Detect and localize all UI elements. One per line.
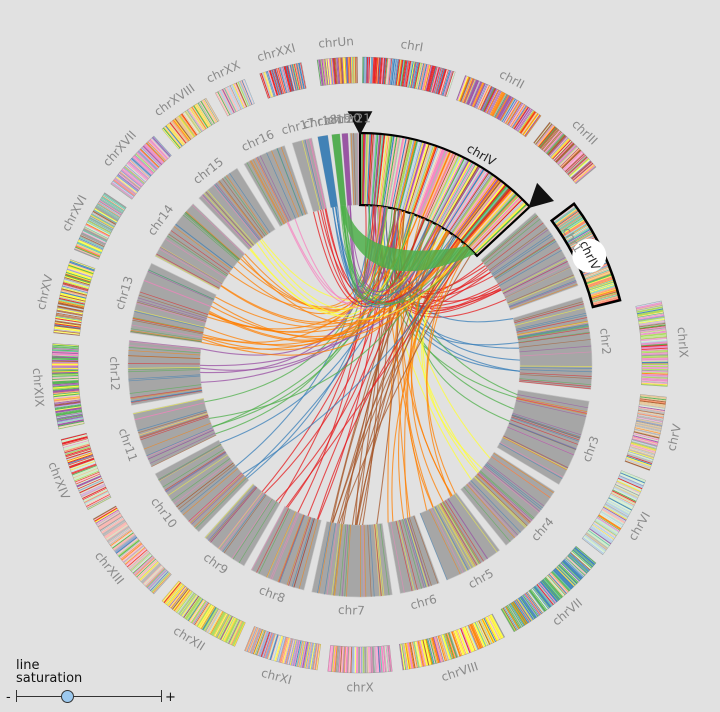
outer-segment-chrxi[interactable] [244,626,322,671]
inner-segment-chr16[interactable] [243,145,309,227]
outer-segment-chrxx[interactable] [214,79,255,117]
outer-segment-chrxix[interactable] [51,343,85,430]
inner-segment-chr21[interactable] [349,132,360,206]
outer-label-chrx[interactable]: chrX [346,681,373,695]
outer-segment-chrxvii[interactable] [110,135,172,200]
zoom-markers [347,111,555,209]
outer-segment-chrvi[interactable] [581,470,646,556]
inner-segment-chr6[interactable] [387,514,440,594]
outer-segment-chrviii[interactable] [398,613,506,671]
inner-label-chr18[interactable]: chr18 [302,112,338,131]
zoom-start-marker[interactable] [347,111,373,135]
inner-segment-chr15[interactable] [198,167,276,251]
outer-segment-chrii[interactable] [456,75,542,138]
inner-label-chr7[interactable]: chr7 [338,603,365,618]
inner-segment-chr10[interactable] [154,439,250,533]
inner-segment-chr7[interactable] [311,521,393,598]
slider-label-line2: saturation [16,671,83,686]
slider-tick-right [161,690,162,702]
inner-segment-chr2[interactable] [512,296,593,390]
outer-label-chrviii[interactable]: chrVIII [439,659,479,684]
synteny-links [199,205,520,526]
outer-label-chrun[interactable]: chrUn [318,34,354,51]
outer-label-chrxix[interactable]: chrXIX [30,367,47,407]
outer-segment-chrx[interactable] [327,645,393,674]
inner-segment-chr5[interactable] [419,492,501,581]
outer-label-chrix[interactable]: chrIX [675,327,691,359]
inner-segment-chr14[interactable] [154,203,246,291]
outer-segment-chrxii[interactable] [161,580,246,647]
outer-label-chri[interactable]: chrI [400,37,425,54]
outer-label-chrxx[interactable]: chrXX [204,58,242,86]
inner-label-chr20[interactable]: chr20 [326,111,361,127]
outer-segment-chri[interactable] [362,56,456,98]
outer-label-chrxiv[interactable]: chrXIV [45,460,72,502]
slider-label-line1: line [16,658,40,673]
inner-label-chr3[interactable]: chr3 [580,434,602,464]
saturation-slider-track[interactable] [16,690,162,703]
inner-segment-chr18[interactable] [317,134,339,209]
slider-max-symbol: + [165,690,176,705]
outer-segment-chrix[interactable] [635,300,669,387]
outer-label-chrxv[interactable]: chrXV [34,273,56,312]
outer-label-chrxi[interactable]: chrXI [260,666,293,688]
inner-segment-chr17[interactable] [291,137,328,213]
inner-label-chr19[interactable]: chr19 [316,111,352,129]
inner-segment-chr13[interactable] [129,262,217,344]
inner-label-chr2[interactable]: chr2 [597,327,614,355]
outer-segment-chriii[interactable] [533,121,597,185]
inner-label-chr12[interactable]: chr12 [107,356,122,391]
outer-segment-chrxvi[interactable] [74,192,127,260]
outer-segment-chrxiii[interactable] [92,505,172,595]
outer-label-chrii[interactable]: chrII [497,67,527,92]
inner-segment-chr1[interactable] [480,212,579,311]
outer-segment-chrvii[interactable] [500,545,597,633]
outer-label-chrxxi[interactable]: chrXXI [256,41,297,65]
outer-segment-chrxv[interactable] [53,259,96,336]
inner-label-chr6[interactable]: chr6 [409,592,438,612]
outer-segment-chrxiv[interactable] [60,432,112,511]
outer-segment-chrxviii[interactable] [161,97,220,150]
outer-segment-chrun[interactable] [316,56,358,87]
inner-segment-chr8[interactable] [250,505,322,591]
inner-label-chr11[interactable]: chr11 [116,426,140,463]
inner-segment-chr12[interactable] [127,340,203,406]
inner-segment-chr9[interactable] [204,483,281,567]
green-ribbon [340,205,476,272]
inner-label-chr16[interactable]: chr16 [239,127,276,154]
inner-segment-chr11[interactable] [132,397,217,468]
inner-label-chr13[interactable]: chr13 [113,274,136,311]
inner-segment-chr4[interactable] [460,451,555,546]
selected-chromosome-highlight [572,238,607,273]
inner-label-chr21[interactable]: chr21 [336,111,371,126]
slider-tick-left [16,690,17,702]
outer-segment-chrv[interactable] [624,394,667,471]
inner-chromosome-ring [127,131,593,598]
outer-label-chrv[interactable]: chrV [664,422,684,453]
slider-min-symbol: - [6,690,11,705]
inner-segment-chriv[interactable] [358,131,532,258]
slider-handle[interactable] [61,690,75,703]
inner-label-chr5[interactable]: chr5 [466,566,496,591]
outer-segment-chrxxi[interactable] [259,62,307,99]
inner-label-chr8[interactable]: chr8 [257,583,287,606]
inner-segment-chr3[interactable] [496,389,590,485]
zoom-end-marker[interactable] [528,182,555,209]
